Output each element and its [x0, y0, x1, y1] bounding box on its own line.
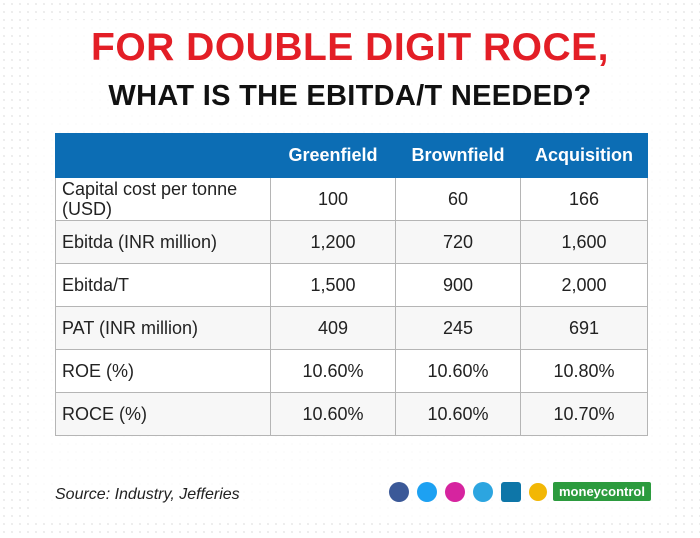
- table-body: Capital cost per tonne (USD) 100 60 166 Ebit…: [55, 177, 648, 436]
- table-row: PAT (INR million) 409 245 691: [55, 306, 648, 350]
- row-label: ROE (%): [55, 349, 271, 393]
- header-cell: Brownfield: [395, 133, 521, 178]
- cell: 10.60%: [270, 392, 396, 436]
- table-row: ROE (%) 10.60% 10.60% 10.80%: [55, 349, 648, 393]
- table-row: Capital cost per tonne (USD) 100 60 166: [55, 177, 648, 221]
- cell: 10.60%: [395, 349, 521, 393]
- source: Source: Industry, Jefferies: [55, 486, 240, 503]
- header-cell: Greenfield: [270, 133, 396, 178]
- table: Greenfield Brownfield Acquisition Capital …: [55, 133, 648, 436]
- cell: 720: [395, 220, 521, 264]
- cell: 409: [270, 306, 396, 350]
- header-cell: Acquisition: [520, 133, 648, 178]
- cell: 10.60%: [270, 349, 396, 393]
- row-label: PAT (INR million): [55, 306, 271, 350]
- koo-icon[interactable]: [529, 483, 547, 501]
- header-cell: [55, 133, 271, 178]
- cell: 900: [395, 263, 521, 307]
- table-row: Ebitda/T 1,500 900 2,000: [55, 263, 648, 307]
- cell: 1,600: [520, 220, 648, 264]
- row-label: ROCE (%): [55, 392, 271, 436]
- social-icons: [389, 482, 547, 502]
- cell: 2,000: [520, 263, 648, 307]
- twitter-icon[interactable]: [417, 482, 437, 502]
- cell: 60: [395, 177, 521, 221]
- table-row: Ebitda (INR million) 1,200 720 1,600: [55, 220, 648, 264]
- cell: 691: [520, 306, 648, 350]
- cell: 10.70%: [520, 392, 648, 436]
- title-line-2: WHAT IS THE EBITDA/T NEEDED?: [108, 80, 592, 112]
- header-row: Greenfield Brownfield Acquisition: [55, 133, 648, 178]
- title-line-1: FOR DOUBLE DIGIT ROCE,: [91, 26, 609, 69]
- cell: 166: [520, 177, 648, 221]
- cell: 1,500: [270, 263, 396, 307]
- cell: 10.80%: [520, 349, 648, 393]
- linkedin-icon[interactable]: [501, 482, 521, 502]
- facebook-icon[interactable]: [389, 482, 409, 502]
- instagram-icon[interactable]: [445, 482, 465, 502]
- cell: 245: [395, 306, 521, 350]
- row-label: Ebitda/T: [55, 263, 271, 307]
- cell: 100: [270, 177, 396, 221]
- brand-logo: moneycontrol: [553, 482, 651, 501]
- row-label: Ebitda (INR million): [55, 220, 271, 264]
- cell: 1,200: [270, 220, 396, 264]
- table-row: ROCE (%) 10.60% 10.60% 10.70%: [55, 392, 648, 436]
- telegram-icon[interactable]: [473, 482, 493, 502]
- row-label: Capital cost per tonne (USD): [55, 177, 271, 221]
- cell: 10.60%: [395, 392, 521, 436]
